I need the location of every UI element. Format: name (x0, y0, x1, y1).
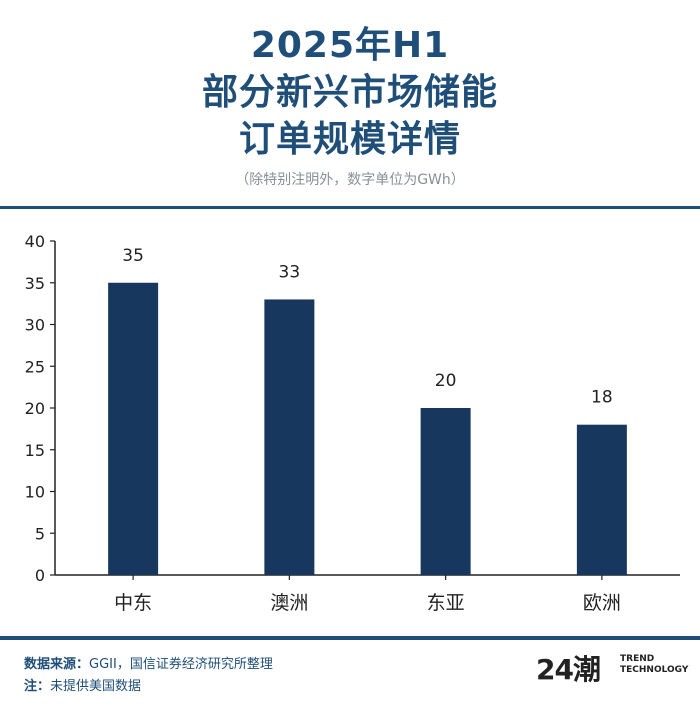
y-tick-label: 40 (25, 232, 45, 251)
chart-title: 2025年H1 部分新兴市场储能 订单规模详情 (0, 0, 700, 163)
footer: 数据来源：GGII，国信证券经济研究所整理 注：未提供美国数据 (24, 654, 273, 698)
logo-mark: 24潮 (536, 653, 601, 686)
x-tick-label: 欧洲 (583, 592, 621, 614)
y-tick-label: 0 (35, 566, 45, 585)
y-tick-label: 5 (35, 524, 45, 543)
title-line-3: 订单规模详情 (238, 119, 461, 160)
unit-subtitle: （除特别注明外，数字单位为GWh） (235, 172, 465, 188)
bar-chart: 0 5 10 15 20 25 30 35 40 35 中东 33 澳洲 20 东亚 18 欧洲 (25, 232, 680, 614)
data-label: 33 (279, 262, 301, 282)
logo-line-2: TECHNOLOGY (620, 665, 689, 675)
title-line-1: 2025年H1 (250, 25, 450, 66)
title-line-2: 部分新兴市场储能 (201, 72, 498, 113)
source-text: GGII，国信证券经济研究所整理 (89, 657, 273, 672)
header: 2025年H1 部分新兴市场储能 订单规模详情 （除特别注明外，数字单位为GWh… (0, 0, 700, 206)
y-tick-label: 15 (25, 441, 45, 460)
y-tick-label: 10 (25, 483, 45, 502)
bar (420, 408, 471, 575)
note-line: 注：未提供美国数据 (24, 676, 273, 698)
source-label: 数据来源： (24, 657, 90, 672)
bar (108, 282, 159, 575)
x-tick-label: 中东 (114, 592, 152, 614)
data-label: 35 (122, 246, 144, 266)
y-tick-label: 30 (25, 316, 45, 335)
data-label: 20 (435, 371, 457, 391)
note-label: 注： (24, 679, 51, 694)
y-tick-label: 25 (25, 357, 45, 376)
x-tick-label: 东亚 (427, 592, 465, 614)
top-divider (0, 206, 700, 209)
bar (576, 424, 627, 575)
y-tick-label: 20 (25, 399, 45, 418)
source-line: 数据来源：GGII，国信证券经济研究所整理 (24, 654, 273, 676)
bottom-divider (0, 636, 700, 640)
brand-logo: 24潮 TREND TECHNOLOGY (536, 648, 688, 688)
y-tick-label: 35 (25, 274, 45, 293)
x-tick-label: 澳洲 (270, 592, 308, 614)
data-label: 18 (591, 388, 613, 408)
bar (264, 299, 315, 575)
logo-line-1: TREND (620, 654, 655, 664)
note-text: 未提供美国数据 (50, 679, 142, 694)
logo-text: TREND TECHNOLOGY (620, 654, 688, 676)
